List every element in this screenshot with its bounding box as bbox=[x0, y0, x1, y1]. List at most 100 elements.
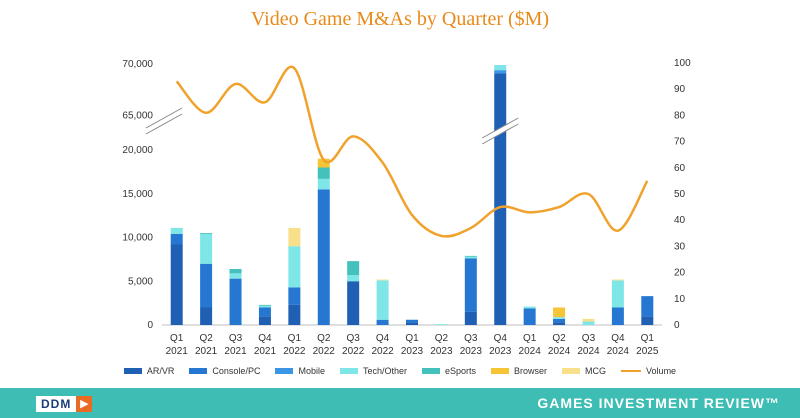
x-axis-tick-label: Q1 2021 bbox=[166, 333, 189, 357]
bar-segment bbox=[170, 244, 183, 325]
bar-segment bbox=[229, 278, 242, 325]
ddm-logo: DDM ▶ bbox=[36, 396, 93, 412]
chart-tick-labels: 0 5,000 10,000 15,000 20,000 65,000 70,000 0 10 2… bbox=[122, 58, 691, 357]
bar-segment bbox=[200, 263, 213, 308]
chart-title: Video Game M&As by Quarter ($M) bbox=[250, 8, 550, 30]
brand-name: GAMES INVESTMENT REVIEW™ bbox=[537, 395, 780, 411]
x-axis-tick-label: Q4 2022 bbox=[371, 333, 394, 357]
bar-segment bbox=[523, 306, 536, 309]
bar-segment bbox=[317, 178, 330, 190]
bar-segment bbox=[553, 318, 566, 323]
bar-segment bbox=[611, 280, 624, 308]
bar-segment bbox=[641, 316, 654, 325]
bar-segment bbox=[170, 227, 183, 234]
right-axis-tick-label: 80 bbox=[674, 110, 686, 121]
x-axis-tick-label: Q2 2023 bbox=[430, 333, 453, 357]
x-axis-tick-label: Q3 2023 bbox=[460, 333, 483, 357]
legend-label: Tech/Other bbox=[362, 366, 407, 376]
bar-segment bbox=[553, 317, 566, 319]
bar-segment bbox=[170, 234, 183, 245]
right-axis-tick-label: 60 bbox=[674, 163, 686, 174]
bar-segment bbox=[376, 280, 389, 320]
volume-line bbox=[175, 65, 649, 238]
bar-segment bbox=[200, 307, 213, 325]
axis-break-mark bbox=[145, 107, 183, 129]
bar-segment bbox=[317, 189, 330, 325]
bar-segment bbox=[406, 319, 418, 323]
bar-segment bbox=[258, 307, 271, 317]
bar-break-mark bbox=[481, 117, 519, 139]
bar-segment bbox=[288, 246, 301, 288]
legend-label: Browser bbox=[514, 366, 548, 376]
footer-bar: DDM ▶ GAMES INVESTMENT REVIEW™ bbox=[0, 388, 800, 418]
bar-segment bbox=[347, 261, 360, 276]
right-axis-tick-label: 50 bbox=[674, 189, 686, 200]
bar-segment bbox=[641, 296, 654, 317]
bar-segment bbox=[347, 275, 360, 282]
bar-segment bbox=[376, 279, 389, 281]
x-axis-tick-label: Q1 2024 bbox=[519, 333, 542, 357]
left-axis-tick-label: 65,000 bbox=[122, 110, 153, 121]
play-arrow-icon: ▶ bbox=[76, 396, 93, 412]
chart-axes bbox=[145, 107, 662, 326]
legend-label: Console/PC bbox=[212, 366, 261, 376]
legend-label: Mobile bbox=[298, 366, 325, 376]
right-axis-tick-label: 10 bbox=[674, 294, 686, 305]
legend-label: MCG bbox=[585, 366, 607, 376]
chart-bars bbox=[170, 65, 654, 325]
left-axis-tick-label: 10,000 bbox=[122, 233, 153, 244]
legend-line-swatch bbox=[621, 370, 642, 372]
bar-segment bbox=[288, 287, 301, 305]
x-axis-tick-label: Q2 2021 bbox=[195, 333, 218, 357]
bar-segment bbox=[258, 304, 271, 306]
bar-segment bbox=[582, 321, 595, 325]
bar-break-gap bbox=[482, 118, 519, 144]
legend-item: Console/PC bbox=[189, 366, 260, 376]
bar-segment bbox=[611, 307, 624, 325]
x-axis-tick-label: Q4 2024 bbox=[607, 333, 630, 357]
legend-swatch bbox=[189, 368, 208, 374]
bar-segment bbox=[200, 233, 213, 234]
bar-segment bbox=[200, 234, 213, 264]
legend-swatch bbox=[339, 368, 358, 374]
left-axis-tick-label: 0 bbox=[147, 320, 153, 331]
bar-segment bbox=[494, 73, 507, 325]
legend-label: Volume bbox=[646, 366, 677, 376]
bar-break-mark bbox=[481, 123, 519, 145]
left-axis-tick-label: 70,000 bbox=[122, 59, 153, 70]
right-axis-tick-label: 30 bbox=[674, 241, 686, 252]
bar-segment bbox=[229, 269, 242, 274]
x-axis-tick-label: Q1 2022 bbox=[283, 333, 306, 357]
bar-segment bbox=[523, 308, 536, 325]
bar-segment bbox=[229, 273, 242, 279]
bar-segment bbox=[317, 167, 330, 179]
x-axis-tick-label: Q4 2021 bbox=[254, 333, 277, 357]
bar-segment bbox=[464, 311, 477, 325]
bar-segment bbox=[347, 281, 360, 325]
bar-segment bbox=[582, 318, 595, 322]
legend-item: Mobile bbox=[275, 366, 325, 376]
x-axis-tick-label: Q1 2023 bbox=[401, 333, 424, 357]
volume-line-layer bbox=[175, 65, 649, 238]
chart-legend: AR/VR Console/PC Mobile Tech/Other eSports Br… bbox=[0, 366, 800, 376]
x-axis-tick-label: Q3 2022 bbox=[342, 333, 365, 357]
axis-break-mark bbox=[145, 113, 183, 135]
x-axis-tick-label: Q3 2024 bbox=[577, 333, 600, 357]
ddm-logo-text: DDM bbox=[36, 396, 77, 412]
legend-item: Browser bbox=[491, 366, 547, 376]
x-axis-tick-label: Q1 2025 bbox=[636, 333, 659, 357]
legend-label: AR/VR bbox=[146, 366, 175, 376]
legend-swatch bbox=[422, 368, 440, 374]
bar-segment bbox=[288, 227, 301, 247]
bar-segment bbox=[611, 279, 624, 281]
legend-swatch bbox=[491, 368, 510, 374]
bar-segment bbox=[553, 322, 566, 325]
legend-item: Volume bbox=[621, 366, 676, 376]
legend-item: AR/VR bbox=[123, 366, 175, 376]
right-axis-tick-label: 90 bbox=[674, 84, 686, 95]
bar-segment bbox=[288, 304, 301, 325]
right-axis-tick-label: 20 bbox=[674, 268, 686, 279]
left-axis-tick-label: 20,000 bbox=[122, 145, 153, 156]
bar-segment bbox=[494, 65, 507, 71]
bar-segment bbox=[494, 70, 507, 74]
